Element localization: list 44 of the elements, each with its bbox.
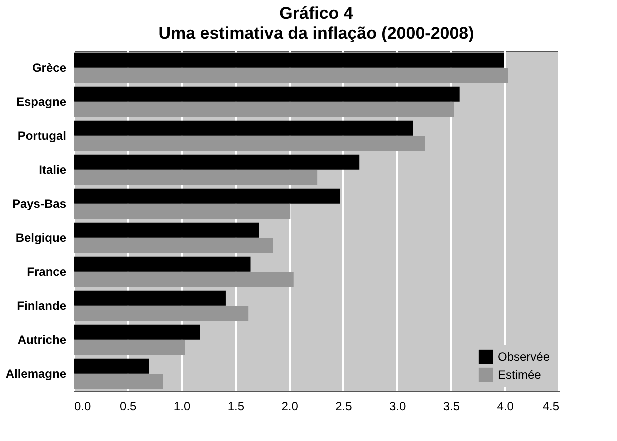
x-tick-label: 4.5	[542, 400, 560, 414]
y-tick-label: France	[27, 265, 67, 279]
bar	[74, 188, 340, 204]
x-tick-label: 2.5	[336, 400, 353, 414]
x-tick-label: 3.0	[389, 400, 406, 414]
chart-title: Gráfico 4	[280, 4, 354, 23]
bar	[74, 374, 164, 390]
bar	[74, 170, 318, 186]
bar	[74, 324, 200, 340]
bar	[74, 68, 508, 84]
bar	[74, 256, 251, 272]
bar	[74, 136, 426, 152]
bar	[74, 52, 504, 68]
bar	[74, 120, 414, 136]
y-tick-label: Belgique	[16, 231, 67, 245]
y-tick-label: Espagne	[16, 95, 67, 109]
y-tick-label: Autriche	[18, 333, 67, 347]
x-tick-label: 1.5	[228, 400, 245, 414]
chart-subtitle: Uma estimativa da inflação (2000-2008)	[158, 24, 474, 43]
bar	[74, 358, 150, 374]
legend-label: Observée	[498, 350, 550, 364]
bar	[74, 86, 460, 102]
bar	[74, 272, 294, 288]
x-tick-label: 4.0	[497, 400, 514, 414]
bar	[74, 238, 274, 254]
y-tick-label: Grèce	[32, 61, 67, 75]
y-tick-label: Finlande	[17, 299, 67, 313]
legend-label: Estimée	[498, 368, 542, 382]
y-tick-label: Allemagne	[6, 367, 67, 381]
bar	[74, 340, 186, 356]
bar	[74, 222, 260, 238]
bar	[74, 306, 249, 322]
x-tick-label: 2.0	[282, 400, 299, 414]
y-tick-label: Portugal	[18, 129, 66, 143]
bar	[74, 290, 226, 306]
x-tick-label: 0.5	[120, 400, 138, 414]
y-tick-label: Pays-Bas	[12, 197, 67, 211]
x-tick-label: 3.5	[443, 400, 460, 414]
y-tick-label: Italie	[39, 163, 67, 177]
x-tick-label: 1.0	[174, 400, 191, 414]
bar	[74, 102, 454, 118]
bar	[74, 204, 291, 220]
bar	[74, 154, 360, 170]
x-tick-label: 0.0	[74, 400, 92, 414]
